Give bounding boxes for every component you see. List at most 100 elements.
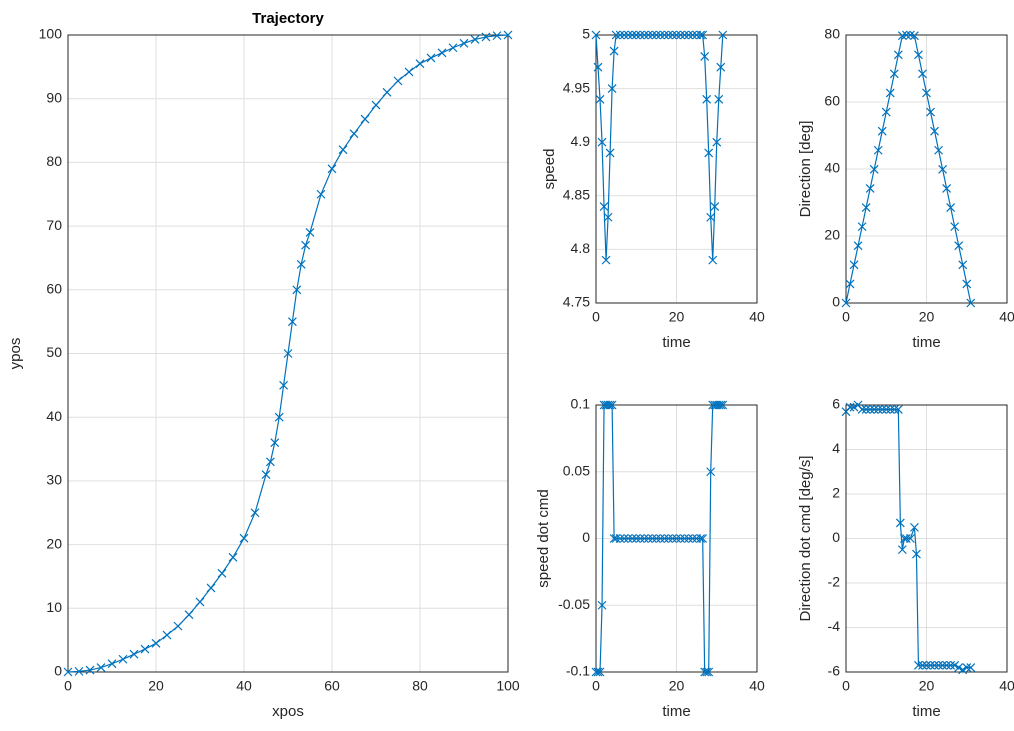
marker xyxy=(845,279,855,289)
marker xyxy=(712,137,722,147)
marker xyxy=(962,663,972,672)
marker xyxy=(107,659,117,669)
marker xyxy=(702,94,712,104)
y-axis-label: speed dot cmd xyxy=(535,489,552,587)
marker xyxy=(922,660,931,670)
axes-box xyxy=(845,34,1008,304)
marker xyxy=(716,62,726,72)
marker xyxy=(702,667,712,677)
marker xyxy=(718,400,728,410)
marker xyxy=(643,30,653,40)
marker xyxy=(162,630,172,640)
marker xyxy=(639,534,649,543)
y-tick-label: 80 xyxy=(46,153,62,169)
marker xyxy=(217,568,227,578)
marker xyxy=(118,654,128,664)
marker xyxy=(597,137,607,147)
marker xyxy=(173,621,183,631)
marker xyxy=(934,660,943,670)
marker xyxy=(63,667,73,677)
marker xyxy=(615,534,625,543)
y-tick-label: -2 xyxy=(828,574,841,590)
marker xyxy=(918,660,927,670)
y-tick-label: 20 xyxy=(46,535,62,551)
marker xyxy=(857,222,867,232)
x-tick-label: 20 xyxy=(669,309,685,325)
y-tick-label: 4.85 xyxy=(563,187,590,203)
marker xyxy=(905,534,915,543)
marker xyxy=(912,549,921,559)
marker xyxy=(129,649,139,659)
marker xyxy=(889,69,899,79)
marker xyxy=(889,405,899,414)
marker xyxy=(865,184,875,193)
data-line xyxy=(845,34,972,304)
y-tick-label: 0 xyxy=(832,529,840,545)
marker xyxy=(716,400,726,410)
marker xyxy=(261,470,271,479)
marker xyxy=(481,32,491,42)
marker xyxy=(437,48,447,58)
marker xyxy=(849,260,859,270)
marker xyxy=(688,534,698,543)
marker xyxy=(873,405,883,414)
marker xyxy=(942,184,952,193)
marker xyxy=(958,665,968,675)
chart-title: Trajectory xyxy=(252,10,324,27)
marker xyxy=(710,202,720,211)
marker xyxy=(914,50,923,60)
marker xyxy=(619,534,629,543)
y-tick-label: 4.9 xyxy=(571,133,591,149)
marker xyxy=(635,30,645,40)
marker xyxy=(664,534,673,543)
marker xyxy=(470,35,480,44)
marker xyxy=(459,38,469,48)
y-tick-label: 10 xyxy=(46,599,62,615)
marker xyxy=(404,67,414,77)
marker xyxy=(595,667,605,677)
marker xyxy=(688,30,698,40)
marker xyxy=(603,400,613,410)
marker xyxy=(643,534,653,543)
marker xyxy=(926,107,935,117)
marker xyxy=(623,534,633,543)
marker xyxy=(950,222,960,232)
marker xyxy=(958,260,968,270)
marker xyxy=(635,534,645,543)
marker xyxy=(140,644,150,654)
y-tick-label: 40 xyxy=(824,160,840,176)
marker xyxy=(708,255,718,265)
marker xyxy=(934,145,943,155)
marker xyxy=(279,380,289,390)
marker xyxy=(885,405,895,414)
marker xyxy=(926,660,935,670)
marker xyxy=(647,534,657,543)
marker xyxy=(296,259,306,269)
y-tick-label: 4.95 xyxy=(563,79,590,95)
marker xyxy=(698,30,708,40)
marker xyxy=(627,30,637,40)
marker xyxy=(885,88,895,98)
marker xyxy=(668,30,677,40)
y-tick-label: 20 xyxy=(824,227,840,243)
y-tick-label: 4.8 xyxy=(571,240,591,256)
marker xyxy=(930,660,939,670)
marker xyxy=(865,405,875,414)
marker xyxy=(591,667,601,677)
marker xyxy=(327,164,337,174)
marker xyxy=(680,30,689,40)
marker xyxy=(845,402,855,412)
marker xyxy=(655,534,665,543)
marker xyxy=(706,467,716,477)
marker xyxy=(700,52,710,61)
marker xyxy=(195,597,205,607)
marker xyxy=(849,402,859,412)
marker xyxy=(631,30,641,40)
marker xyxy=(914,660,923,670)
marker xyxy=(938,164,948,174)
x-tick-label: 20 xyxy=(148,678,164,694)
x-tick-label: 40 xyxy=(236,678,252,694)
marker xyxy=(611,30,621,40)
marker xyxy=(942,660,952,670)
